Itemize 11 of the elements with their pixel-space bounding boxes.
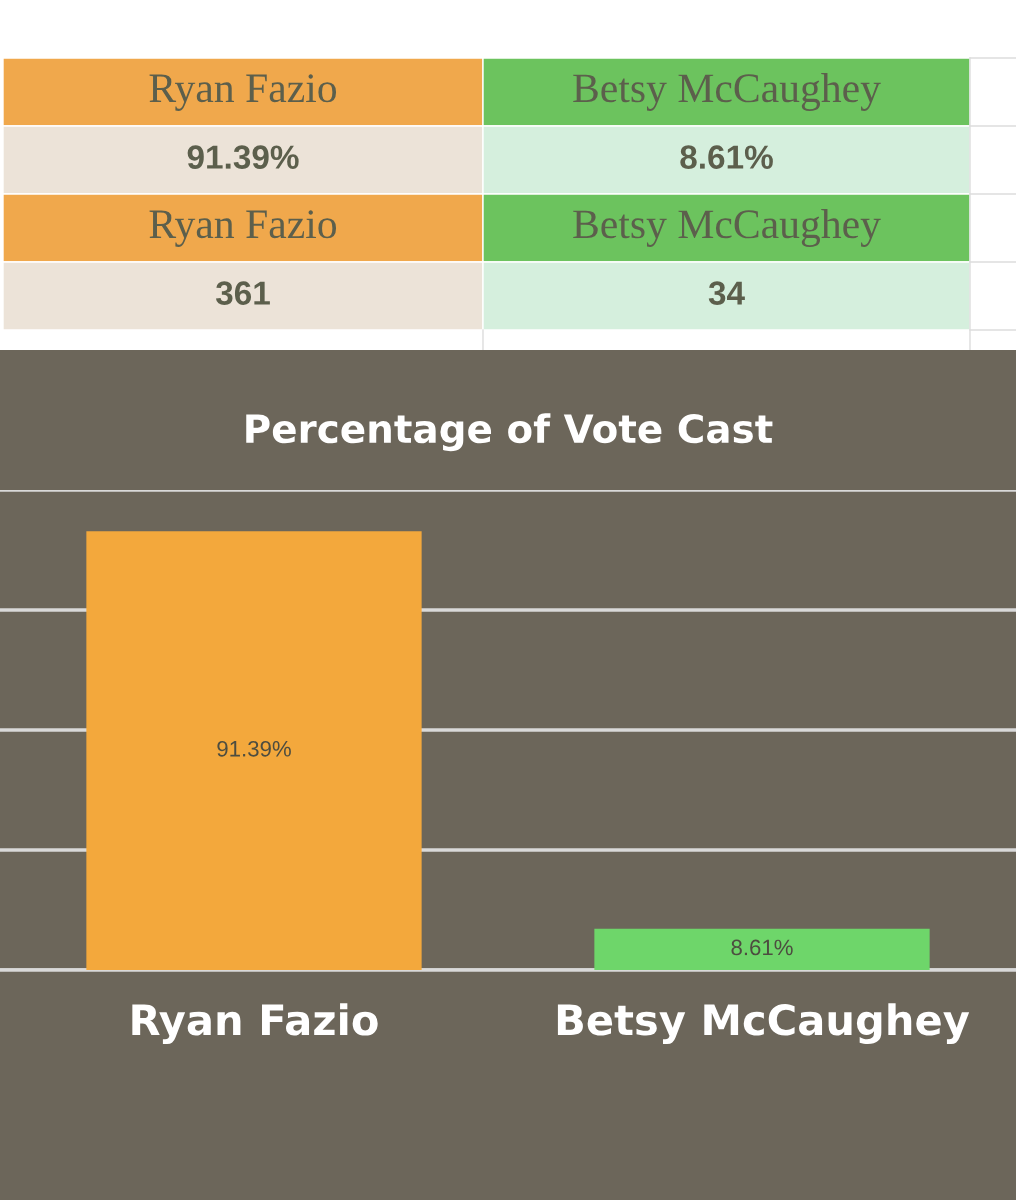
data-label: 91.39% <box>217 740 291 757</box>
text: Betsy McCaughey <box>573 73 881 111</box>
text: 34 <box>708 281 745 305</box>
text: 91.39% <box>187 145 299 169</box>
chart-title: Percentage of Vote Cast <box>246 413 773 452</box>
text: Betsy McCaughey <box>573 209 881 247</box>
data-label: 8.61% <box>731 939 793 956</box>
text: 8.61% <box>680 145 773 169</box>
text: Ryan Fazio <box>149 74 337 111</box>
text: 361 <box>215 281 270 305</box>
text: Ryan Fazio <box>149 210 337 247</box>
